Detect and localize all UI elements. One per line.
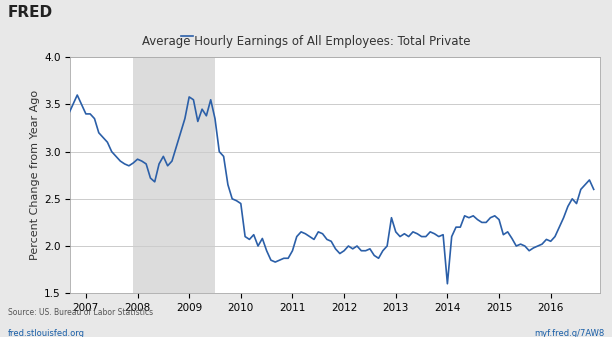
Bar bbox=[133, 57, 215, 293]
Text: fred.stlouisfed.org: fred.stlouisfed.org bbox=[8, 329, 85, 337]
Text: Average Hourly Earnings of All Employees: Total Private: Average Hourly Earnings of All Employees… bbox=[142, 35, 470, 49]
Y-axis label: Percent Change from Year Ago: Percent Change from Year Ago bbox=[30, 90, 40, 260]
Text: FRED: FRED bbox=[8, 5, 53, 20]
Text: myf.fred.g/7AW8: myf.fred.g/7AW8 bbox=[534, 329, 604, 337]
Text: Source: US. Bureau of Labor Statistics: Source: US. Bureau of Labor Statistics bbox=[8, 308, 153, 317]
